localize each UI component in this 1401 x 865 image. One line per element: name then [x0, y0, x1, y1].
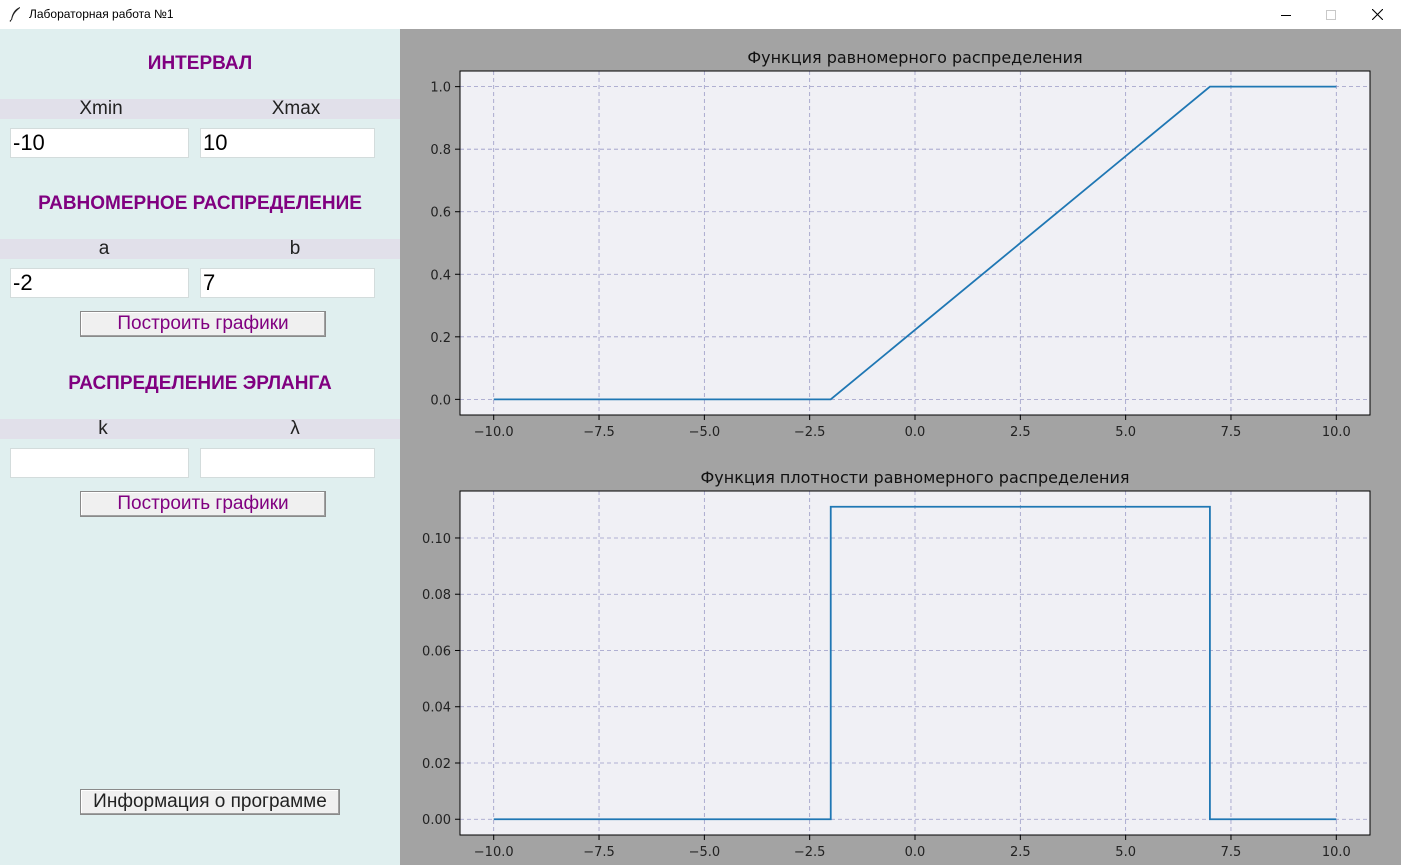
feather-icon [9, 7, 20, 22]
interval-title: ИНТЕРВАЛ [147, 53, 253, 74]
chart2-x-tick-label: −7.5 [583, 845, 615, 860]
interval-labels: Xmin Xmax [0, 99, 400, 119]
lambda-label: λ [290, 418, 300, 439]
erlang-build-button[interactable]: Построить графики [80, 491, 326, 517]
chart2-series-line [493, 505, 1337, 821]
chart2-y-tick-label: 0.10 [422, 532, 451, 547]
chart2-y-tick-label: 0.06 [422, 644, 451, 659]
maximize-button[interactable] [1308, 0, 1354, 29]
close-button[interactable] [1354, 0, 1400, 29]
minimize-icon [1281, 14, 1291, 16]
chart2-y-tick-label: 0.02 [422, 757, 451, 772]
uniform-title: РАВНОМЕРНОЕ РАСПРЕДЕЛЕНИЕ [38, 193, 362, 214]
chart2-x-tick-label: 0.0 [905, 845, 926, 860]
lambda-input[interactable] [200, 448, 375, 478]
xmin-input[interactable]: -10 [10, 128, 189, 158]
title-bar: Лабораторная работа №1 [0, 0, 1401, 29]
chart2-x-tick-label: 10.0 [1322, 845, 1351, 860]
close-icon [1371, 9, 1383, 20]
xmin-label: Xmin [79, 98, 123, 119]
chart2-title: Функция плотности равномерного распредел… [701, 468, 1130, 487]
chart1-title: Функция равномерного распределения [747, 48, 1082, 67]
chart2-y-tick-label: 0.08 [422, 588, 451, 603]
control-panel: ИНТЕРВАЛ Xmin Xmax -10 10 РАВНОМЕРНОЕ РА… [0, 29, 400, 865]
chart1-x-tick-label: −2.5 [794, 425, 826, 440]
chart1-series-line [493, 85, 1337, 401]
plot-canvas: −10.0 −7.5 −5.0 −2.5 0.0 2.5 5.0 7.5 10.0 0.0 0.2 0… [422, 48, 1371, 860]
chart2-x-tick-label: 7.5 [1221, 845, 1242, 860]
chart2-x-tick-label: −2.5 [794, 845, 826, 860]
window-title: Лабораторная работа №1 [29, 7, 174, 21]
erlang-title: РАСПРЕДЕЛЕНИЕ ЭРЛАНГА [68, 373, 332, 394]
chart2-x-tick-label: −10.0 [474, 845, 514, 860]
chart2-x-tick-label: 2.5 [1010, 845, 1031, 860]
chart1-y-tick-label: 1.0 [430, 81, 451, 96]
minimize-button[interactable] [1263, 0, 1309, 29]
maximize-icon [1326, 9, 1336, 20]
chart2-x-tick-label: −5.0 [689, 845, 721, 860]
uniform-build-button[interactable]: Построить графики [80, 311, 326, 337]
k-input[interactable] [10, 448, 189, 478]
chart1-x-tick-label: −7.5 [583, 425, 615, 440]
chart1-x-tick-label: 0.0 [905, 425, 926, 440]
a-label: a [98, 238, 110, 259]
chart2-y-tick-label: 0.00 [422, 813, 451, 828]
k-label: k [98, 418, 108, 439]
chart1-x-tick-label: 5.0 [1115, 425, 1136, 440]
chart1-x-tick-label: 7.5 [1221, 425, 1242, 440]
plot-area: −10.0 −7.5 −5.0 −2.5 0.0 2.5 5.0 7.5 10.0 0.0 0.2 0… [400, 29, 1401, 865]
chart1-y-tick-label: 0.6 [430, 206, 451, 221]
chart1-x-tick-label: −10.0 [474, 425, 514, 440]
chart1-x-tick-label: −5.0 [689, 425, 721, 440]
uniform-labels: a b [0, 239, 400, 259]
chart1-y-tick-label: 0.8 [430, 143, 451, 158]
b-label: b [289, 238, 301, 259]
chart2-x-tick-label: 5.0 [1115, 845, 1136, 860]
info-button[interactable]: Информация о программе [80, 789, 340, 815]
chart2-y-tick-label: 0.04 [422, 701, 451, 716]
chart1-x-tick-label: 2.5 [1010, 425, 1031, 440]
xmax-input[interactable]: 10 [200, 128, 375, 158]
erlang-labels: k λ [0, 419, 400, 439]
chart1-x-tick-label: 10.0 [1322, 425, 1351, 440]
chart1-y-tick-label: 0.4 [430, 268, 451, 283]
a-input[interactable]: -2 [10, 268, 189, 298]
chart1-y-tick-label: 0.0 [430, 393, 451, 408]
xmax-label: Xmax [271, 98, 321, 119]
b-input[interactable]: 7 [200, 268, 375, 298]
chart1-y-tick-label: 0.2 [430, 331, 451, 346]
